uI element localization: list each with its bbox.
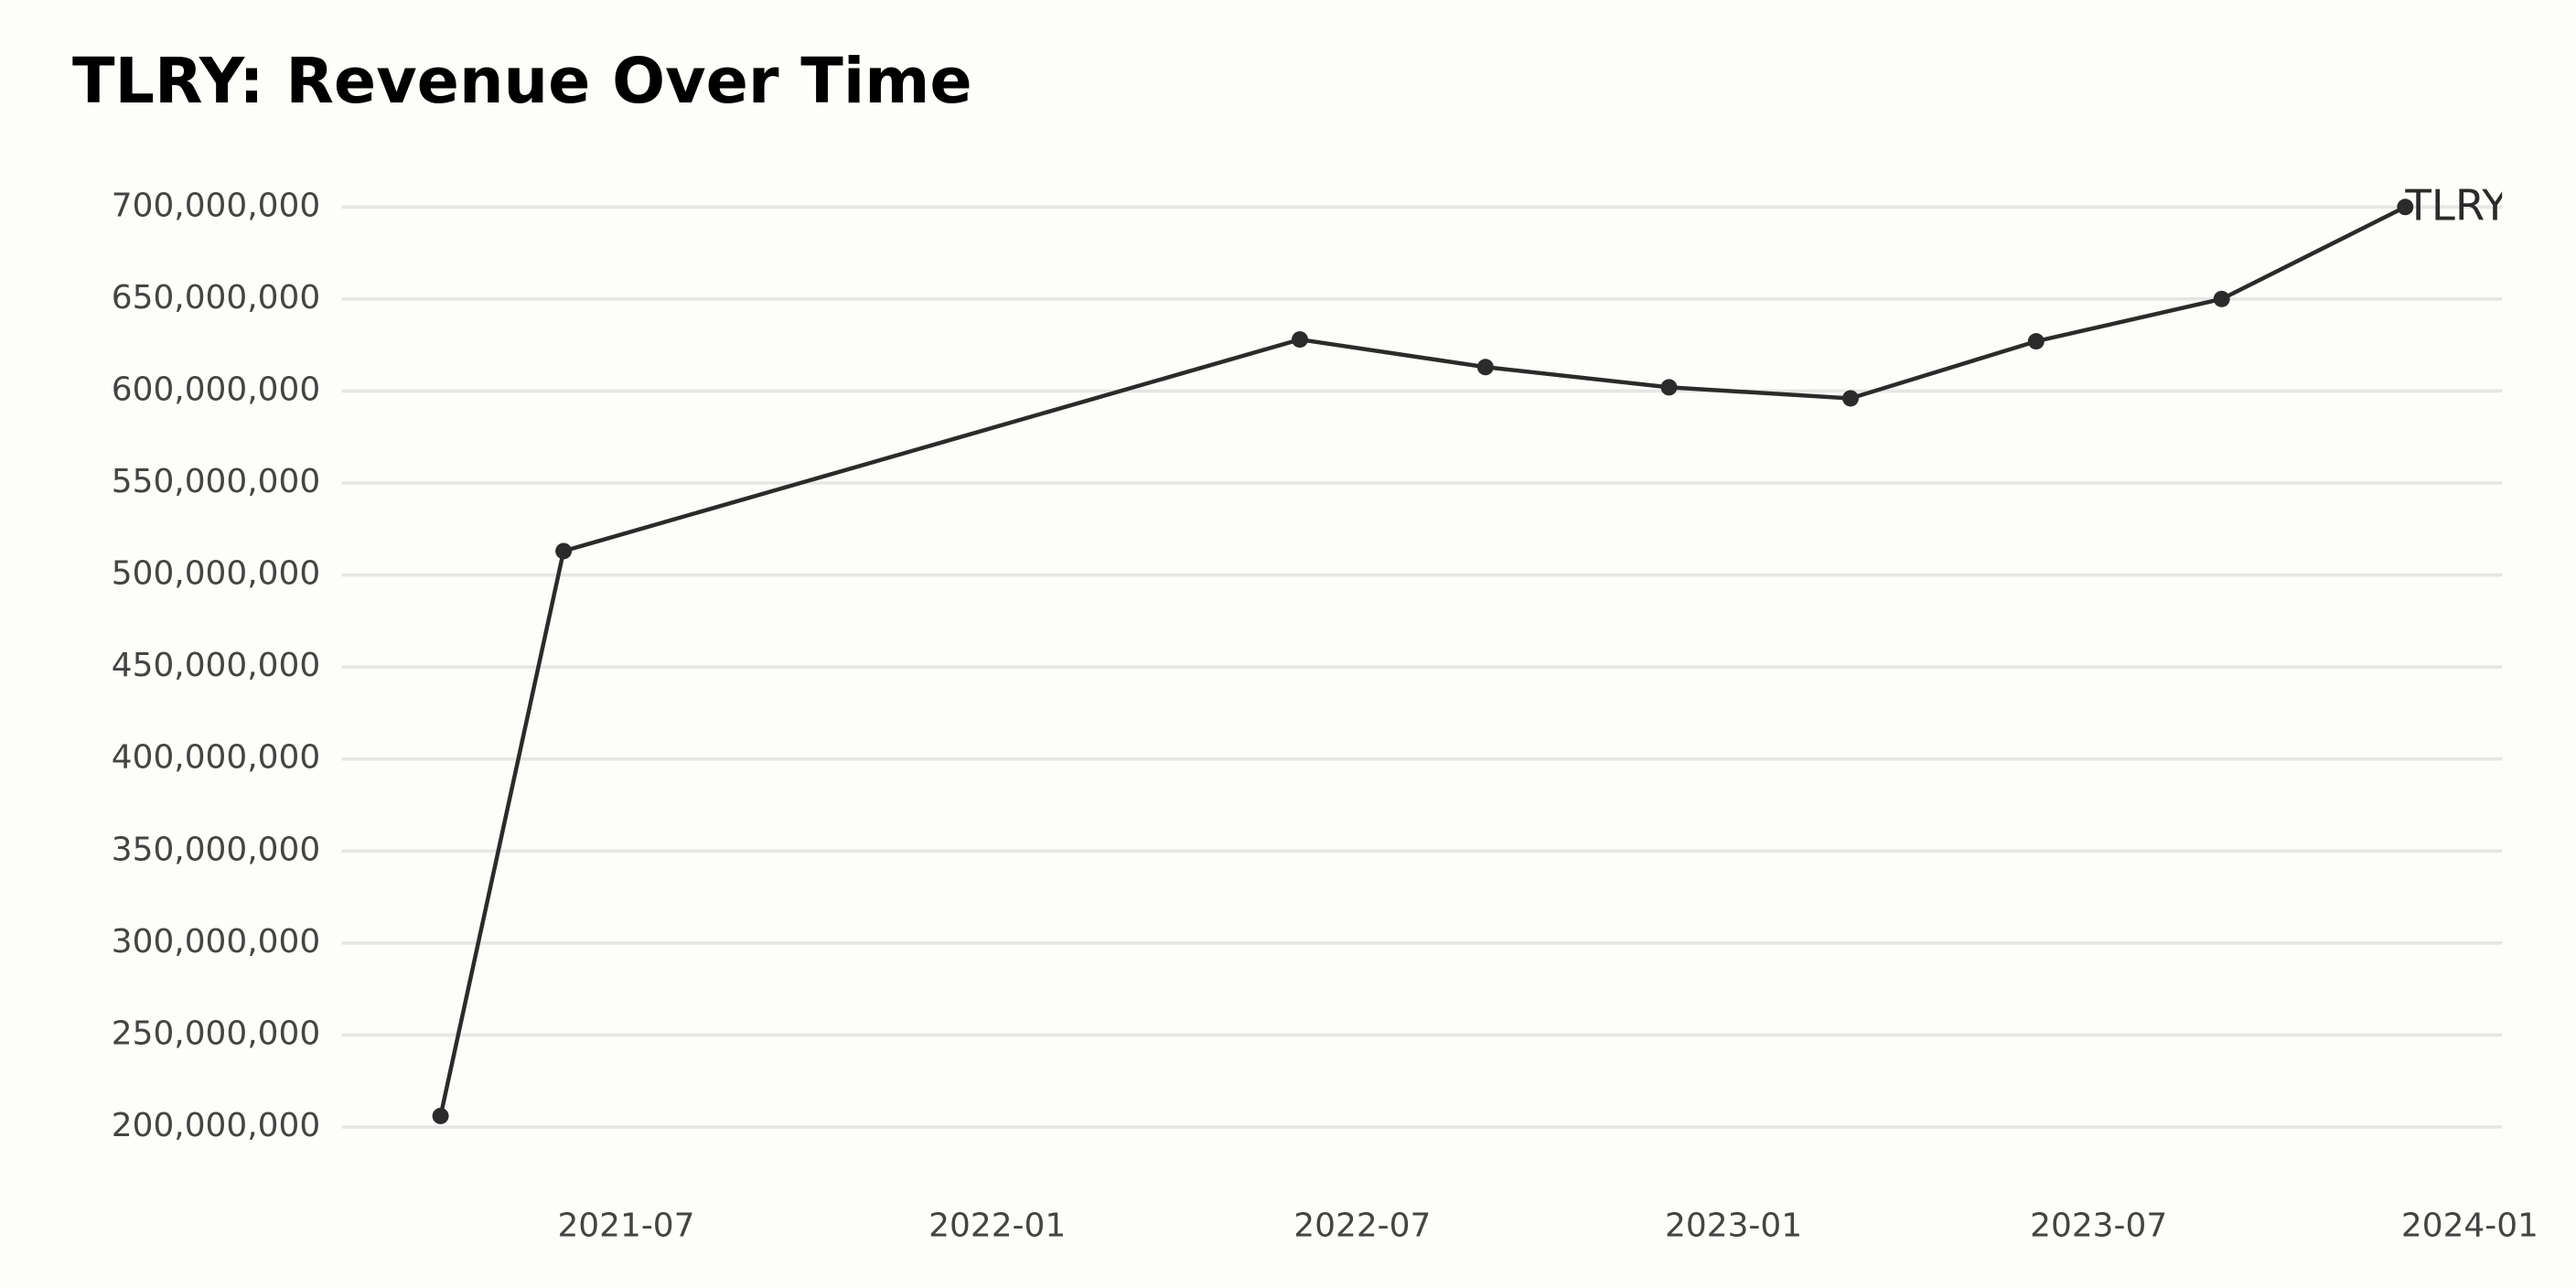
y-tick-label: 450,000,000 (112, 647, 320, 684)
x-tick-label: 2023-07 (2030, 1208, 2167, 1245)
y-tick-label: 400,000,000 (112, 739, 320, 777)
data-point (2213, 290, 2230, 307)
y-tick-label: 250,000,000 (112, 1014, 320, 1052)
y-tick-label: 350,000,000 (112, 831, 320, 868)
y-tick-label: 700,000,000 (112, 187, 320, 224)
data-point (1476, 359, 1494, 376)
data-point (1291, 331, 1308, 349)
x-tick-label: 2021-07 (557, 1208, 694, 1245)
chart-title: TLRY: Revenue Over Time (72, 46, 972, 118)
x-tick-label: 2022-07 (1293, 1208, 1431, 1245)
y-tick-label: 200,000,000 (112, 1107, 320, 1144)
data-point (1660, 379, 1678, 396)
x-tick-label: 2022-01 (928, 1208, 1066, 1245)
data-point (1841, 390, 1859, 407)
data-point (2027, 333, 2045, 350)
y-tick-label: 300,000,000 (112, 923, 320, 961)
x-tick-label: 2024-01 (2401, 1208, 2538, 1245)
x-tick-label: 2023-01 (1665, 1208, 1802, 1245)
y-tick-label: 600,000,000 (112, 370, 320, 408)
grid (341, 205, 2503, 1129)
data-point (2397, 199, 2414, 216)
y-tick-label: 500,000,000 (112, 555, 320, 593)
series-label: TLRY (2404, 182, 2508, 231)
series-line (438, 205, 2407, 1117)
y-tick-label: 550,000,000 (112, 463, 320, 500)
y-tick-label: 650,000,000 (112, 279, 320, 317)
data-point (432, 1107, 449, 1124)
data-point (555, 542, 573, 560)
plot-area: TLRY (432, 182, 2508, 1124)
